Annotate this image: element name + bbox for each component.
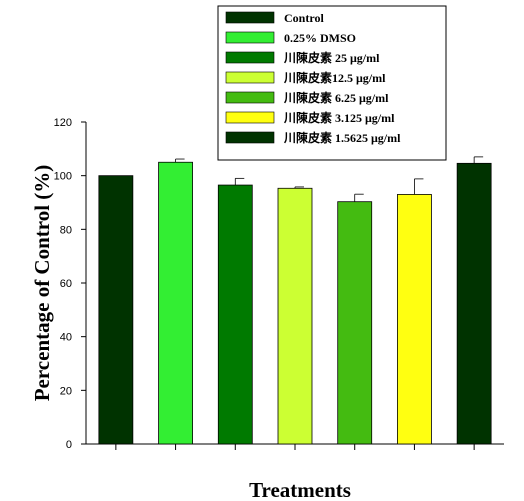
bar xyxy=(158,161,193,445)
bar xyxy=(397,194,432,445)
error-bars xyxy=(175,156,484,202)
y-tick-label: 20 xyxy=(60,385,72,397)
legend-swatch xyxy=(225,71,275,84)
legend-label: 川陳皮素 3.125 μg/ml xyxy=(283,110,395,125)
legend-label: 川陳皮素12.5 μg/ml xyxy=(283,70,386,85)
y-tick-label: 60 xyxy=(60,278,72,290)
y-tick-label: 80 xyxy=(60,224,72,236)
bar xyxy=(337,201,373,445)
x-axis-title: Treatments xyxy=(249,478,351,501)
bar xyxy=(217,184,253,445)
legend-label: 川陳皮素 25 μg/ml xyxy=(283,50,380,65)
y-ticks: 0 20 40 60 80 100 120 xyxy=(54,117,86,451)
y-axis-title: Percentage of Control (%) xyxy=(30,165,54,402)
y-tick-label: 0 xyxy=(66,439,72,451)
legend-label: 0.25% DMSO xyxy=(284,31,356,45)
y-tick-label: 100 xyxy=(54,171,72,183)
legend-swatch xyxy=(225,111,275,124)
bar xyxy=(277,187,313,445)
legend: Control 0.25% DMSO 川陳皮素 25 μg/ml 川陳皮素12.5 μ… xyxy=(217,5,447,161)
bars xyxy=(98,161,492,445)
legend-swatch xyxy=(225,131,275,144)
x-ticks xyxy=(115,444,475,450)
legend-swatch xyxy=(225,31,275,44)
legend-label: 川陳皮素 1.5625 μg/ml xyxy=(283,130,401,145)
legend-label: Control xyxy=(284,11,324,25)
legend-label: 川陳皮素 6.25 μg/ml xyxy=(283,90,389,105)
legend-swatch xyxy=(225,51,275,64)
legend-swatch xyxy=(225,11,275,24)
y-tick-label: 120 xyxy=(54,117,72,129)
bar xyxy=(98,175,134,445)
y-tick-label: 40 xyxy=(60,332,72,344)
bar xyxy=(456,162,492,445)
legend-swatch xyxy=(225,91,275,104)
